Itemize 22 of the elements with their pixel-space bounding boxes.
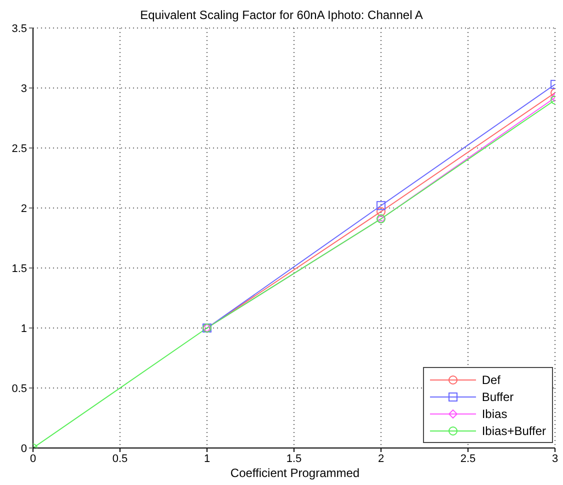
chart-title: Equivalent Scaling Factor for 60nA Iphoto: Channel A (139, 8, 424, 22)
legend-label: Ibias+Buffer (482, 424, 546, 438)
legend-label: Ibias (482, 406, 508, 420)
x-tick-label: 3 (552, 452, 558, 465)
legend-label: Def (482, 372, 501, 386)
y-tick-label: 3 (20, 82, 27, 95)
y-tick-label: 2 (20, 202, 27, 215)
y-tick-label: 1.5 (12, 262, 27, 275)
y-tick-label: 3.5 (12, 22, 27, 35)
y-tick-label: 2.5 (12, 142, 27, 155)
point (376, 201, 386, 210)
y-tick-label: 0 (20, 442, 27, 455)
legend-label: Buffer (482, 390, 514, 404)
x-axis-title: Coefficient Programmed (229, 466, 361, 480)
x-tick-label: 0.5 (112, 452, 128, 465)
x-tick-label: 2 (378, 452, 384, 465)
x-tick-label: 1 (204, 452, 210, 465)
x-tick-label: 0 (30, 452, 36, 465)
y-tick-label: 0.5 (12, 382, 27, 395)
x-tick-label: 1.5 (286, 452, 302, 465)
y-tick-label: 1 (20, 322, 27, 335)
x-tick-label: 2.5 (460, 452, 476, 465)
